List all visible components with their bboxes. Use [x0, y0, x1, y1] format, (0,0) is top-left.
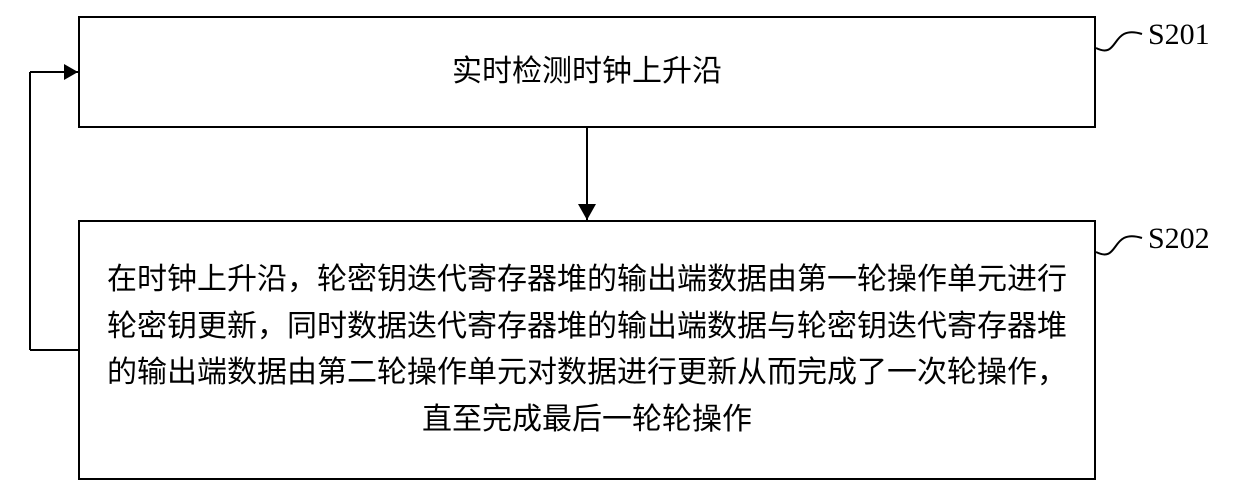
step-text-s202: 在时钟上升沿，轮密钥迭代寄存器堆的输出端数据由第一轮操作单元进行轮密钥更新，同时…: [100, 257, 1074, 443]
step-label-s201: S201: [1148, 18, 1210, 52]
step-text-s201: 实时检测时钟上升沿: [100, 49, 1074, 96]
step-box-s201: 实时检测时钟上升沿: [78, 16, 1096, 128]
diagram-canvas: 实时检测时钟上升沿 S201 在时钟上升沿，轮密钥迭代寄存器堆的输出端数据由第一…: [0, 0, 1240, 501]
step-box-s202: 在时钟上升沿，轮密钥迭代寄存器堆的输出端数据由第一轮操作单元进行轮密钥更新，同时…: [78, 220, 1096, 480]
step-label-s202: S202: [1148, 222, 1210, 256]
